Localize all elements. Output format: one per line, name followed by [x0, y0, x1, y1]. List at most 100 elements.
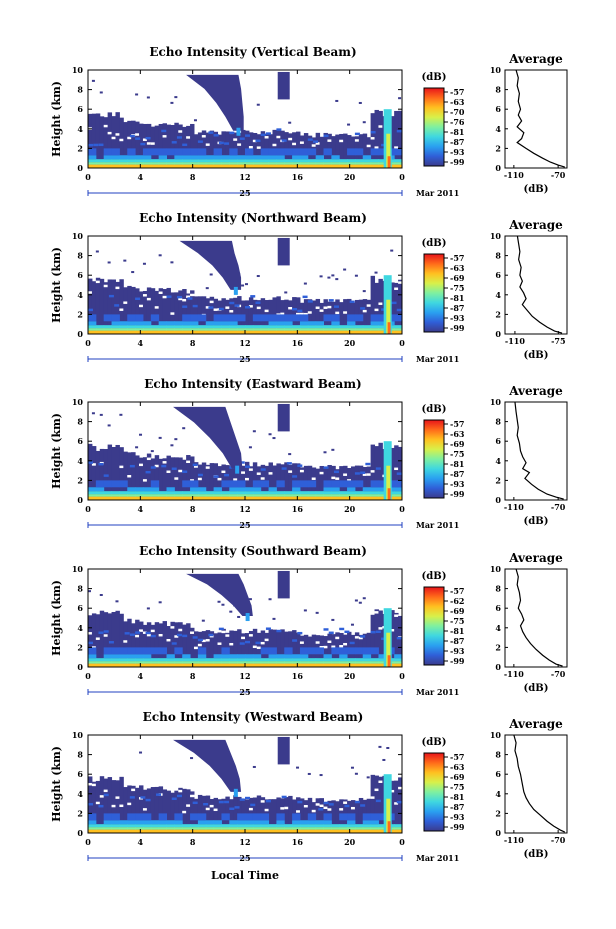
plume-shape — [173, 406, 243, 469]
profile-x-tick-label: -70 — [551, 669, 566, 679]
y-tick-label: 10 — [72, 564, 84, 574]
profile-x-tick-label: -75 — [551, 336, 565, 346]
profile-y-tick-label: 2 — [495, 309, 501, 319]
x-tick-label: 16 — [292, 338, 304, 348]
profile-y-tick-label: 6 — [495, 270, 501, 280]
y-tick-label: 0 — [77, 163, 83, 173]
profile-y-tick-label: 2 — [495, 642, 501, 652]
colorbar-unit: (dB) — [422, 404, 447, 415]
profile-frame — [504, 401, 568, 501]
colorbar-tick-label: -57 — [450, 87, 464, 97]
profile-x-tick-label: -70 — [551, 502, 566, 512]
x-tick-label: 0 — [85, 671, 91, 681]
profile-line — [513, 734, 566, 833]
date-label: 25 — [239, 188, 250, 198]
profile-x-tick-label: -110 — [505, 336, 525, 346]
y-tick-label: 0 — [77, 329, 83, 339]
profile-y-tick-label: 6 — [495, 104, 501, 114]
colorbar-tick-label: -87 — [450, 802, 464, 812]
profile-y-tick-label: 2 — [495, 475, 501, 485]
profile-x-tick-label: -110 — [504, 669, 524, 679]
heatmap-field — [88, 71, 402, 168]
profile-y-tick-label: 2 — [495, 143, 501, 153]
colorbar-tick-label: -62 — [450, 596, 464, 606]
profile-y-tick-label: 4 — [495, 124, 501, 134]
colorbar-tick-label: -81 — [450, 127, 464, 137]
y-tick-label: 4 — [77, 456, 83, 466]
x-tick-label: 20 — [344, 671, 356, 681]
y-axis-label: Height (km) — [50, 81, 63, 157]
colorbar-tick-label: -57 — [450, 419, 464, 429]
month-label: Mar 2011 — [416, 188, 459, 198]
y-tick-label: 6 — [77, 270, 83, 280]
y-tick-label: 8 — [77, 85, 83, 95]
profile-x-label: (dB) — [524, 849, 549, 860]
x-tick-label: 0 — [399, 671, 405, 681]
colorbar-tick-label: -63 — [450, 762, 465, 772]
x-tick-label: 16 — [292, 837, 304, 847]
y-tick-label: 8 — [77, 417, 83, 427]
colorbar-tick-label: -63 — [450, 97, 465, 107]
y-tick-label: 2 — [77, 143, 83, 153]
colorbar-tick-label: -87 — [450, 303, 464, 313]
colorbar — [423, 253, 445, 333]
profile-y-tick-label: 10 — [490, 65, 502, 75]
profile-y-tick-label: 0 — [495, 662, 501, 672]
colorbar-tick-label: -81 — [450, 626, 464, 636]
y-axis-label: Height (km) — [50, 746, 63, 822]
colorbar-tick-label: -81 — [450, 293, 464, 303]
y-tick-label: 10 — [72, 231, 84, 241]
profile-line — [516, 235, 563, 334]
profile-y-tick-label: 4 — [495, 789, 501, 799]
x-tick-label: 0 — [399, 338, 405, 348]
chart-title: Echo Intensity (Southward Beam) — [139, 544, 367, 558]
profile-frame — [504, 235, 568, 335]
profile-x-label: (dB) — [524, 184, 549, 195]
chart-title: Echo Intensity (Northward Beam) — [139, 211, 367, 225]
profile-y-tick-label: 10 — [490, 231, 502, 241]
profile-frame — [504, 568, 568, 668]
x-tick-label: 8 — [190, 671, 196, 681]
heatmap-field — [88, 736, 402, 833]
colorbar-tick-label: -69 — [450, 772, 465, 782]
chart-title: Echo Intensity (Eastward Beam) — [144, 377, 361, 391]
profile-y-tick-label: 8 — [495, 750, 501, 760]
y-axis-label: Height (km) — [50, 413, 63, 489]
y-tick-label: 10 — [72, 397, 84, 407]
colorbar-unit: (dB) — [422, 238, 447, 249]
y-tick-label: 4 — [77, 789, 83, 799]
panel-2: Echo Intensity (Eastward Beam) 0 2 4 6 8 10 Hei… — [50, 377, 568, 530]
colorbar-tick-label: -70 — [450, 107, 465, 117]
x-axis-label: Local Time — [211, 869, 279, 882]
y-tick-label: 6 — [77, 104, 83, 114]
x-tick-label: 12 — [239, 504, 250, 514]
plume-shape — [186, 573, 253, 617]
x-tick-label: 16 — [292, 172, 304, 182]
x-tick-label: 12 — [239, 338, 250, 348]
colorbar-tick-label: -93 — [450, 313, 465, 323]
y-tick-label: 10 — [72, 730, 84, 740]
profile-y-tick-label: 0 — [495, 495, 501, 505]
y-tick-label: 6 — [77, 769, 83, 779]
date-label: 25 — [239, 687, 250, 697]
profile-x-tick-label: -110 — [504, 170, 524, 180]
colorbar-tick-label: -93 — [450, 147, 465, 157]
y-tick-label: 4 — [77, 290, 83, 300]
x-tick-label: 8 — [190, 504, 196, 514]
heatmap-field — [88, 570, 402, 667]
profile-title: Average — [508, 717, 563, 731]
x-tick-label: 0 — [399, 504, 405, 514]
x-tick-label: 4 — [138, 172, 144, 182]
x-tick-label: 20 — [344, 338, 356, 348]
x-tick-label: 8 — [190, 837, 196, 847]
colorbar-tick-label: -99 — [450, 157, 465, 167]
x-tick-label: 0 — [85, 338, 91, 348]
profile-title: Average — [508, 384, 563, 398]
colorbar-tick-label: -57 — [450, 752, 464, 762]
x-tick-label: 4 — [138, 338, 144, 348]
x-tick-label: 20 — [344, 837, 356, 847]
date-label: 25 — [239, 354, 250, 364]
colorbar-tick-label: -57 — [450, 253, 464, 263]
profile-y-tick-label: 0 — [495, 329, 501, 339]
